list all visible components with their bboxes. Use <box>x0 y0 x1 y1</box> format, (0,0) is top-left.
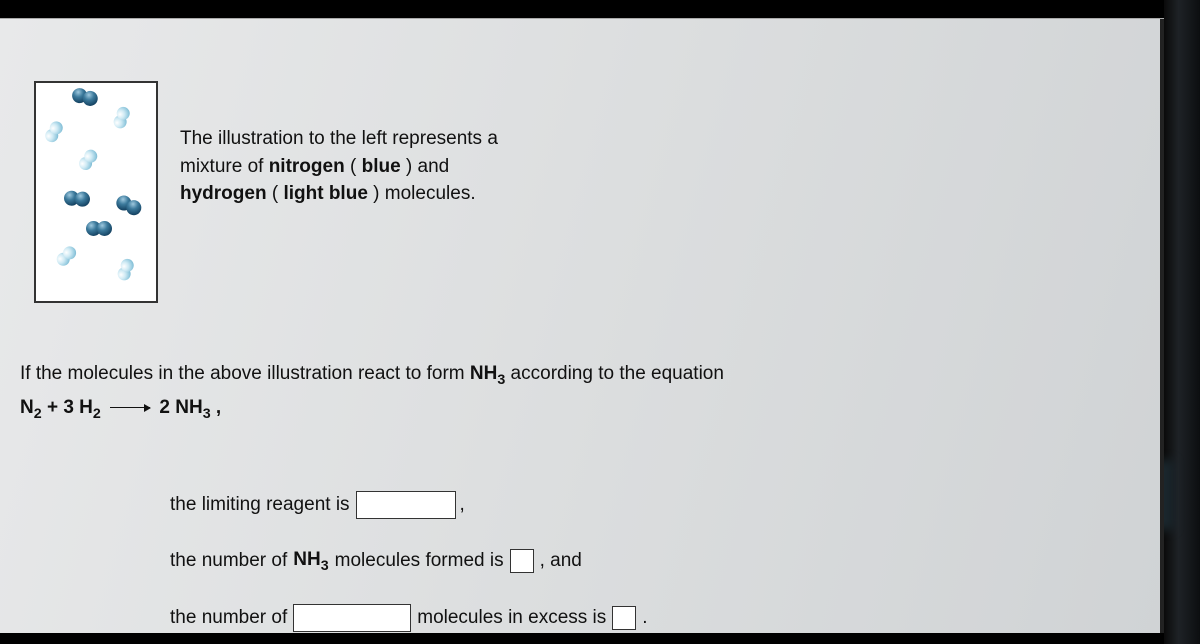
answer-line-3: the number of molecules in excess is . <box>170 604 1164 632</box>
desc-line1: The illustration to the left represents … <box>180 128 498 149</box>
l1-comma: , <box>460 494 465 516</box>
l1-label: the limiting reagent is <box>170 494 350 516</box>
desc-line2-pre: mixture of <box>180 156 269 177</box>
hydrogen-molecule <box>77 150 98 172</box>
l3-label-b: molecules in excess is <box>417 607 606 629</box>
desc-paren-open2: ( <box>267 183 284 204</box>
l2-label-c: , and <box>540 550 582 572</box>
description-text: The illustration to the left represents … <box>180 77 498 208</box>
desc-lightblue: light blue <box>283 183 367 204</box>
limiting-reagent-input[interactable] <box>356 491 456 519</box>
hydrogen-molecule <box>43 122 63 144</box>
excess-count-input[interactable] <box>612 606 636 630</box>
nitrogen-molecule <box>63 190 86 207</box>
question-block: If the molecules in the above illustrati… <box>0 303 1164 425</box>
hydrogen-molecule <box>116 261 134 282</box>
answer-line-1: the limiting reagent is , <box>170 491 1164 519</box>
hydrogen-molecule <box>112 109 130 130</box>
content-panel: The illustration to the left represents … <box>0 18 1164 633</box>
top-row: The illustration to the left represents … <box>0 19 1164 303</box>
l2-label-b: molecules formed is <box>335 550 504 572</box>
q-nh3: NH3 <box>470 363 505 384</box>
excess-species-input[interactable] <box>293 604 411 632</box>
nitrogen-molecule <box>86 221 108 236</box>
q-prompt-b: according to the equation <box>505 363 724 384</box>
l2-nh3: NH3 <box>293 549 328 574</box>
desc-paren-open1: ( <box>345 156 362 177</box>
monitor-bezel <box>1164 0 1200 644</box>
answers-block: the limiting reagent is , the number of … <box>0 425 1164 632</box>
nitrogen-molecule <box>114 193 140 216</box>
reaction-arrow-icon <box>110 407 150 408</box>
desc-line2-post: ) and <box>401 156 450 177</box>
desc-line3-post: ) molecules. <box>368 183 476 204</box>
desc-blue: blue <box>362 156 401 177</box>
q-prompt-a: If the molecules in the above illustrati… <box>20 363 470 384</box>
desc-hydrogen: hydrogen <box>180 183 267 204</box>
molecule-illustration <box>34 81 158 303</box>
l3-label-c: . <box>642 607 647 629</box>
l2-label-a: the number of <box>170 550 287 572</box>
l3-label-a: the number of <box>170 607 287 629</box>
nitrogen-molecule <box>70 86 95 106</box>
hydrogen-molecule <box>54 247 76 269</box>
answer-line-2: the number of NH3 molecules formed is , … <box>170 549 1164 574</box>
equation: N2 + 3 H2 2 NH3 , <box>20 393 1164 425</box>
nh3-count-input[interactable] <box>510 549 534 573</box>
desc-nitrogen: nitrogen <box>269 156 345 177</box>
